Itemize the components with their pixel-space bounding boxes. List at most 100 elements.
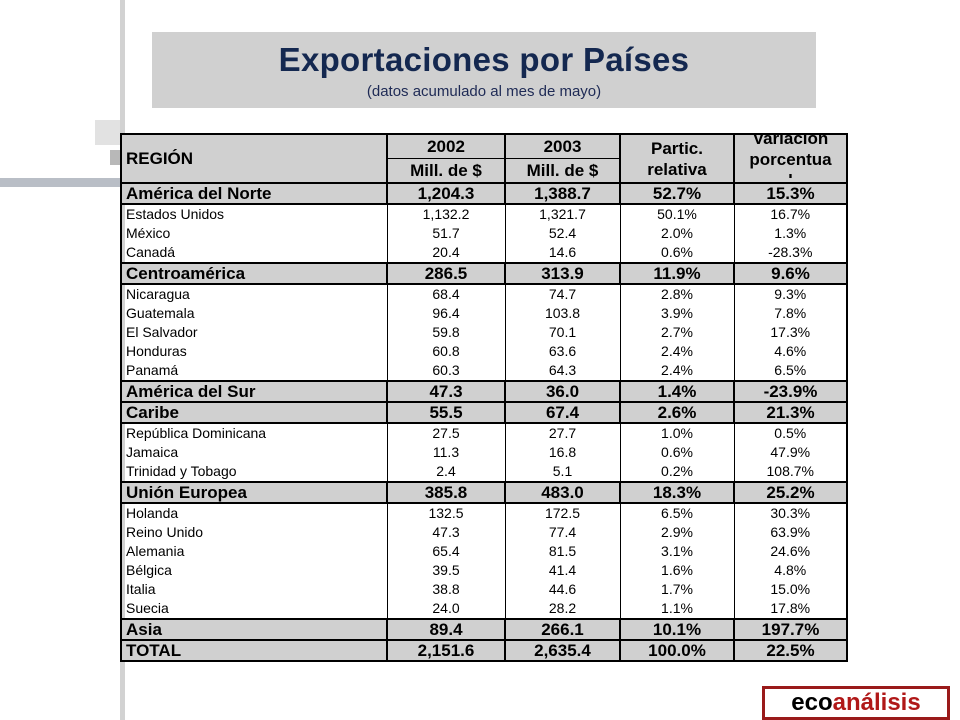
country-var-cell: 16.7%: [733, 204, 848, 224]
country-var-cell: 4.8%: [733, 561, 848, 580]
country-name: Reino Unido: [120, 523, 387, 542]
group-row: América del Sur 47.3 36.0 1.4% -23.9%: [120, 380, 848, 403]
country-partic-cell: 0.6%: [619, 243, 734, 263]
group-row: TOTAL 2,151.6 2,635.4 100.0% 22.5%: [120, 639, 848, 662]
group-v2002-cell: 89.4: [386, 618, 505, 641]
country-var-cell: -28.3%: [733, 243, 848, 263]
country-var-cell: 15.0%: [733, 580, 848, 599]
country-var-cell: 24.6%: [733, 542, 848, 561]
country-row: Italia 38.8 44.6 1.7% 15.0%: [120, 580, 848, 599]
group-partic-cell: 52.7%: [619, 182, 734, 205]
country-partic-cell: 2.9%: [619, 523, 734, 542]
group-name: Asia: [120, 618, 387, 641]
group-v2002-cell: 55.5: [386, 401, 505, 424]
country-var-cell: 17.8%: [733, 599, 848, 619]
country-v2002-cell: 11.3: [386, 443, 505, 462]
country-name: Estados Unidos: [120, 204, 387, 224]
country-row: República Dominicana 27.5 27.7 1.0% 0.5%: [120, 423, 848, 443]
page-title: Exportaciones por Países: [278, 41, 690, 78]
header-row-1: REGIÓN 2002 2003 Partic. relativa Variac…: [120, 133, 848, 184]
country-var-cell: 63.9%: [733, 523, 848, 542]
country-name: República Dominicana: [120, 423, 387, 443]
country-row: Alemania 65.4 81.5 3.1% 24.6%: [120, 542, 848, 561]
group-var-cell: 22.5%: [733, 639, 848, 662]
country-partic-cell: 2.4%: [619, 361, 734, 381]
partic-header-line1: Partic.: [651, 139, 703, 158]
country-var-cell: 4.6%: [733, 342, 848, 361]
country-v2002-cell: 51.7: [386, 224, 505, 243]
country-name: Alemania: [120, 542, 387, 561]
country-name: Jamaica: [120, 443, 387, 462]
country-row: Canadá 20.4 14.6 0.6% -28.3%: [120, 243, 848, 263]
country-var-cell: 108.7%: [733, 462, 848, 482]
group-name: Unión Europea: [120, 481, 387, 504]
country-v2003-cell: 44.6: [504, 580, 620, 599]
country-partic-cell: 50.1%: [619, 204, 734, 224]
group-v2003-cell: 2,635.4: [504, 639, 620, 662]
variation-header-line3: l: [736, 170, 845, 178]
country-var-cell: 9.3%: [733, 284, 848, 304]
country-v2002-cell: 38.8: [386, 580, 505, 599]
country-name: Suecia: [120, 599, 387, 619]
country-row: México 51.7 52.4 2.0% 1.3%: [120, 224, 848, 243]
country-v2002-cell: 27.5: [386, 423, 505, 443]
group-partic-cell: 1.4%: [619, 380, 734, 403]
country-partic-cell: 6.5%: [619, 503, 734, 523]
country-v2002-cell: 39.5: [386, 561, 505, 580]
title-box: Exportaciones por Países (datos acumulad…: [152, 32, 816, 108]
group-var-cell: 21.3%: [733, 401, 848, 424]
country-partic-cell: 0.6%: [619, 443, 734, 462]
group-v2003-cell: 266.1: [504, 618, 620, 641]
group-v2002-cell: 2,151.6: [386, 639, 505, 662]
country-partic-cell: 0.2%: [619, 462, 734, 482]
country-row: Suecia 24.0 28.2 1.1% 17.8%: [120, 599, 848, 619]
country-v2003-cell: 1,321.7: [504, 204, 620, 224]
country-partic-cell: 1.6%: [619, 561, 734, 580]
country-partic-cell: 1.0%: [619, 423, 734, 443]
country-v2002-cell: 132.5: [386, 503, 505, 523]
country-var-cell: 0.5%: [733, 423, 848, 443]
country-row: Estados Unidos 1,132.2 1,321.7 50.1% 16.7%: [120, 204, 848, 224]
partic-header: Partic. relativa: [619, 133, 734, 184]
country-row: Holanda 132.5 172.5 6.5% 30.3%: [120, 503, 848, 523]
country-v2003-cell: 64.3: [504, 361, 620, 381]
group-partic-cell: 18.3%: [619, 481, 734, 504]
country-v2003-cell: 103.8: [504, 304, 620, 323]
country-partic-cell: 2.8%: [619, 284, 734, 304]
country-v2003-cell: 27.7: [504, 423, 620, 443]
group-var-cell: -23.9%: [733, 380, 848, 403]
country-v2002-cell: 60.8: [386, 342, 505, 361]
group-v2003-cell: 36.0: [504, 380, 620, 403]
group-row: Centroamérica 286.5 313.9 11.9% 9.6%: [120, 262, 848, 285]
variation-header-line1-clip: Variación: [736, 136, 845, 149]
country-v2003-cell: 52.4: [504, 224, 620, 243]
group-var-cell: 25.2%: [733, 481, 848, 504]
country-v2002-cell: 59.8: [386, 323, 505, 342]
country-v2002-cell: 47.3: [386, 523, 505, 542]
group-partic-cell: 2.6%: [619, 401, 734, 424]
country-row: Honduras 60.8 63.6 2.4% 4.6%: [120, 342, 848, 361]
group-var-cell: 9.6%: [733, 262, 848, 285]
country-partic-cell: 2.0%: [619, 224, 734, 243]
group-v2002-cell: 385.8: [386, 481, 505, 504]
country-var-cell: 7.8%: [733, 304, 848, 323]
country-v2002-cell: 20.4: [386, 243, 505, 263]
group-partic-cell: 10.1%: [619, 618, 734, 641]
country-v2002-cell: 2.4: [386, 462, 505, 482]
group-v2002-cell: 1,204.3: [386, 182, 505, 205]
region-header: REGIÓN: [120, 133, 387, 184]
group-v2003-cell: 1,388.7: [504, 182, 620, 205]
country-partic-cell: 2.7%: [619, 323, 734, 342]
country-partic-cell: 3.9%: [619, 304, 734, 323]
country-row: Reino Unido 47.3 77.4 2.9% 63.9%: [120, 523, 848, 542]
country-var-cell: 47.9%: [733, 443, 848, 462]
group-v2002-cell: 286.5: [386, 262, 505, 285]
country-var-cell: 1.3%: [733, 224, 848, 243]
country-row: Bélgica 39.5 41.4 1.6% 4.8%: [120, 561, 848, 580]
country-row: Guatemala 96.4 103.8 3.9% 7.8%: [120, 304, 848, 323]
country-partic-cell: 2.4%: [619, 342, 734, 361]
group-v2002-cell: 47.3: [386, 380, 505, 403]
group-v2003-cell: 67.4: [504, 401, 620, 424]
country-row: Panamá 60.3 64.3 2.4% 6.5%: [120, 361, 848, 381]
ecoanalisis-logo: ecoanálisis: [762, 686, 950, 720]
